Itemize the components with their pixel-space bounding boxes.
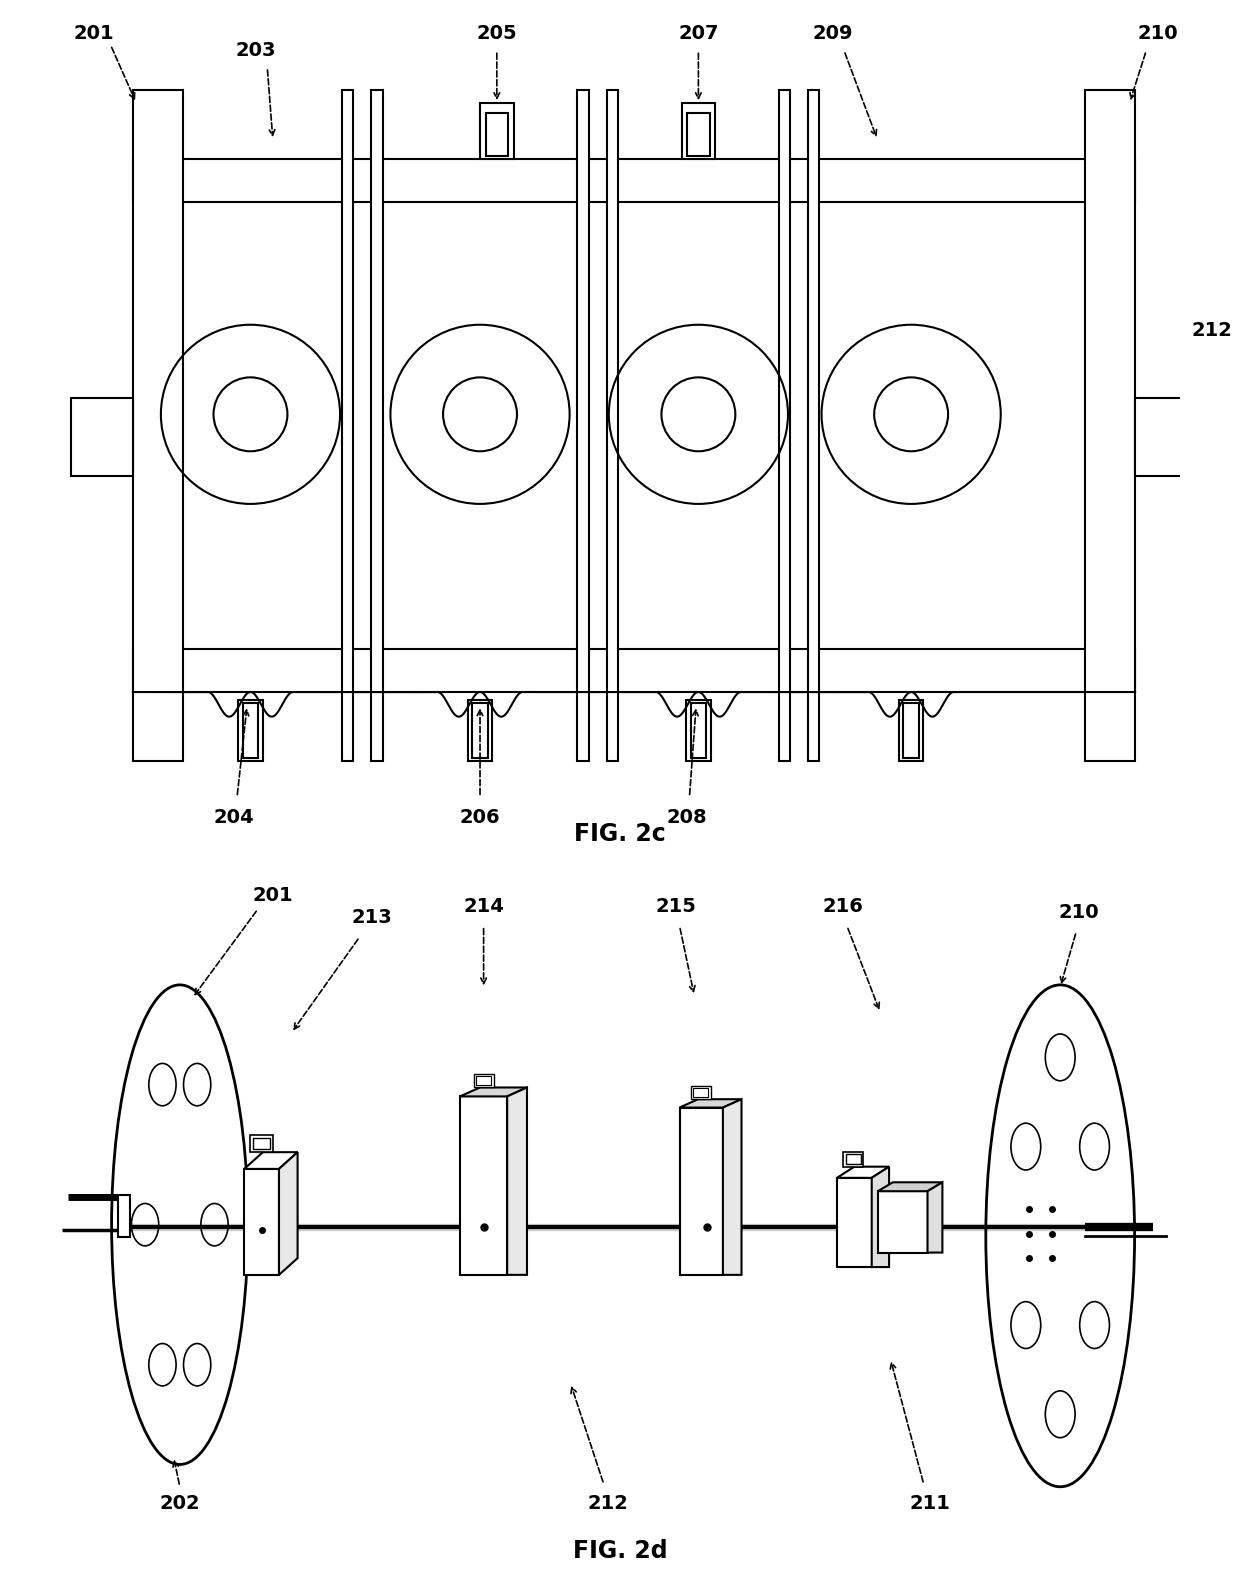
- Bar: [846, 1154, 861, 1165]
- Text: 211: 211: [910, 1494, 950, 1513]
- Bar: [691, 1086, 711, 1098]
- Bar: [480, 102, 513, 159]
- Bar: [133, 90, 184, 761]
- Polygon shape: [507, 1087, 527, 1275]
- Text: 209: 209: [812, 24, 853, 43]
- Text: 210: 210: [1137, 24, 1178, 43]
- Bar: [253, 1138, 270, 1149]
- Text: FIG. 2c: FIG. 2c: [574, 823, 666, 846]
- Bar: [808, 90, 820, 761]
- Polygon shape: [837, 1166, 889, 1177]
- Bar: [903, 703, 919, 758]
- Bar: [878, 1191, 928, 1253]
- Polygon shape: [723, 1098, 742, 1275]
- Bar: [476, 1076, 491, 1086]
- Bar: [118, 1195, 130, 1237]
- Bar: [243, 703, 258, 758]
- Bar: [1135, 397, 1197, 476]
- Text: 208: 208: [667, 808, 708, 827]
- Bar: [72, 397, 133, 476]
- Text: 213: 213: [352, 908, 392, 927]
- Text: 207: 207: [678, 24, 719, 43]
- Polygon shape: [928, 1182, 942, 1253]
- Bar: [133, 159, 1135, 202]
- Polygon shape: [878, 1182, 942, 1191]
- Bar: [578, 90, 589, 761]
- Bar: [250, 1135, 273, 1152]
- Text: 204: 204: [213, 808, 254, 827]
- Bar: [1085, 90, 1135, 761]
- Bar: [691, 703, 707, 758]
- Polygon shape: [680, 1098, 742, 1108]
- Bar: [686, 700, 711, 761]
- Text: 206: 206: [460, 808, 500, 827]
- Text: 202: 202: [160, 1494, 200, 1513]
- Text: 203: 203: [236, 41, 277, 60]
- Bar: [899, 700, 924, 761]
- Bar: [372, 90, 383, 761]
- Bar: [244, 1169, 279, 1275]
- Bar: [467, 700, 492, 761]
- Bar: [687, 113, 709, 156]
- Polygon shape: [244, 1152, 298, 1169]
- Text: 201: 201: [73, 24, 114, 43]
- Polygon shape: [872, 1166, 889, 1267]
- Bar: [680, 1108, 723, 1275]
- Bar: [837, 1177, 872, 1267]
- Text: 214: 214: [464, 897, 503, 916]
- Text: 201: 201: [253, 886, 293, 905]
- Bar: [474, 1075, 494, 1087]
- Text: 212: 212: [588, 1494, 627, 1513]
- Bar: [133, 649, 1135, 692]
- Bar: [779, 90, 790, 761]
- Polygon shape: [460, 1087, 527, 1097]
- Bar: [238, 700, 263, 761]
- Text: 215: 215: [656, 897, 696, 916]
- Text: FIG. 2d: FIG. 2d: [573, 1540, 667, 1563]
- Bar: [342, 90, 353, 761]
- Bar: [843, 1152, 863, 1166]
- Polygon shape: [279, 1152, 298, 1275]
- Bar: [606, 90, 618, 761]
- Bar: [472, 703, 487, 758]
- Bar: [486, 113, 508, 156]
- Text: 210: 210: [1059, 903, 1099, 922]
- Bar: [460, 1097, 507, 1275]
- Bar: [682, 102, 715, 159]
- Bar: [693, 1087, 708, 1097]
- Text: 212: 212: [1192, 322, 1233, 340]
- Text: 205: 205: [476, 24, 517, 43]
- Text: 216: 216: [823, 897, 863, 916]
